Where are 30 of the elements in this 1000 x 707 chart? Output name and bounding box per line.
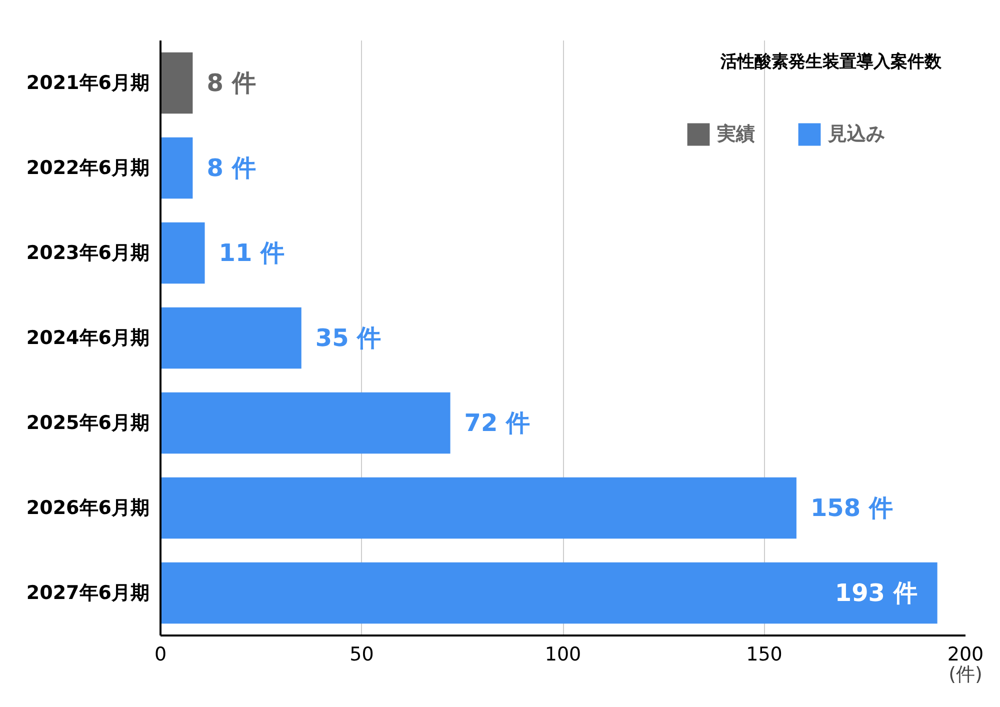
- x-tick-label: 100: [544, 644, 582, 666]
- bar: [160, 562, 938, 624]
- y-tick-label: 2024年6月期: [26, 327, 150, 349]
- y-tick-label: 2023年6月期: [26, 242, 150, 264]
- bar: [160, 307, 302, 369]
- y-tick-label: 2022年6月期: [26, 157, 150, 179]
- bar: [160, 392, 450, 454]
- data-label: 193 件: [834, 579, 918, 607]
- x-tick-label: 150: [746, 644, 782, 666]
- bar: [160, 477, 796, 539]
- text: 活性酸素発生装置導入案件数: [719, 50, 942, 72]
- y-tick-label: 2021年6月期: [26, 72, 150, 94]
- y-tick-label: 2027年6月期: [26, 582, 150, 604]
- data-label: 8 件: [206, 154, 256, 182]
- legend-label: 実績: [717, 122, 755, 147]
- data-label: 35 件: [315, 324, 382, 352]
- data-label: 11 件: [218, 239, 285, 267]
- bar: [160, 52, 193, 114]
- x-axis-title: (件): [948, 664, 982, 686]
- x-tick-label: 50: [350, 644, 374, 666]
- bar: [160, 222, 205, 284]
- data-label: 72 件: [464, 409, 530, 437]
- legend-label: 見込み: [828, 122, 885, 147]
- data-label: 158 件: [810, 494, 893, 522]
- y-tick-label: 2026年6月期: [26, 497, 150, 519]
- bar: [160, 137, 193, 199]
- data-label: 8 件: [206, 69, 256, 97]
- x-tick-label: 200: [947, 644, 984, 666]
- x-tick-label: 0: [154, 644, 167, 666]
- y-tick-label: 2025年6月期: [26, 412, 150, 434]
